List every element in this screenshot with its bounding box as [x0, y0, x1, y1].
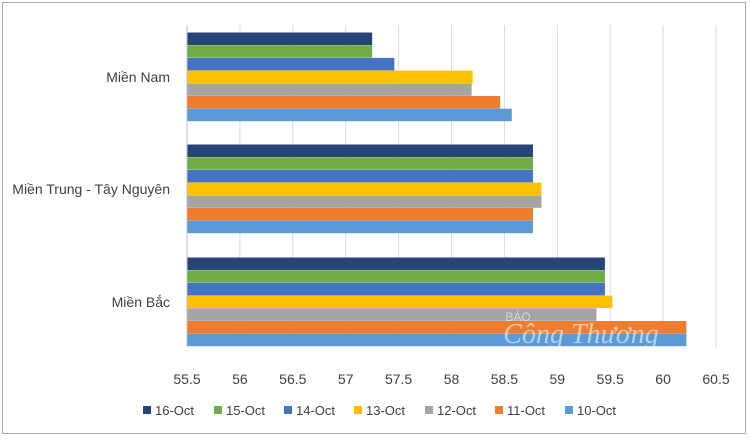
axes: 55.5 56 56.5 57 57.5 58 58.5 59 59.5 60 60.5 Miền N… — [12, 25, 730, 387]
bar — [187, 96, 501, 109]
chart-frame: 55.5 56 56.5 57 57.5 58 58.5 59 59.5 60 60.5 Miền N… — [2, 2, 746, 434]
bar — [187, 157, 533, 170]
bar — [187, 333, 687, 347]
legend-swatch — [425, 406, 433, 414]
x-tick-label: 59 — [550, 371, 566, 387]
x-tick-label: 58 — [444, 371, 460, 387]
bar — [187, 282, 605, 296]
bar — [187, 144, 533, 157]
legend-label: 10-Oct — [577, 403, 616, 418]
legend-label: 12-Oct — [437, 403, 476, 418]
x-tick-label: 57.5 — [385, 371, 412, 387]
x-tick-label: 59.5 — [597, 371, 624, 387]
x-tick-label: 55.5 — [173, 371, 200, 387]
watermark-line2: Công Thương — [503, 319, 658, 350]
legend-label: 13-Oct — [366, 403, 405, 418]
bar — [187, 70, 473, 84]
bar — [187, 169, 533, 183]
category-label: Miền Bắc — [112, 294, 170, 310]
legend-swatch — [495, 406, 503, 414]
legend-swatch — [284, 406, 292, 414]
bar — [187, 182, 542, 196]
bar — [187, 108, 512, 122]
watermark-line1: BÁO — [505, 309, 530, 324]
bar-chart: 55.5 56 56.5 57 57.5 58 58.5 59 59.5 60 60.5 Miền N… — [12, 25, 730, 418]
x-tick-label: 56 — [232, 371, 248, 387]
bar — [187, 208, 533, 221]
legend: 16-Oct 15-Oct 14-Oct 13-Oct 12-Oct 11-Oct 10-O… — [143, 403, 616, 418]
bar — [187, 270, 605, 283]
x-tick-label: 58.5 — [491, 371, 518, 387]
category-label: Miền Trung - Tây Nguyên — [12, 181, 170, 197]
legend-label: 15-Oct — [226, 403, 265, 418]
bar — [187, 195, 542, 208]
legend-label: 11-Oct — [507, 403, 545, 418]
legend-swatch — [143, 406, 151, 414]
bar — [187, 308, 597, 321]
x-tick-label: 56.5 — [279, 371, 306, 387]
bar — [187, 32, 373, 45]
category-label: Miền Nam — [106, 69, 170, 85]
bars — [187, 32, 687, 347]
bar — [187, 295, 613, 309]
legend-swatch — [214, 406, 222, 414]
bar — [187, 57, 395, 71]
bar — [187, 257, 605, 270]
x-tick-label: 60.5 — [702, 371, 729, 387]
x-tick-label: 60 — [655, 371, 671, 387]
legend-label: 14-Oct — [296, 403, 335, 418]
bar — [187, 83, 472, 96]
legend-swatch — [354, 406, 362, 414]
legend-label: 16-Oct — [155, 403, 194, 418]
x-tick-label: 57 — [338, 371, 354, 387]
legend-swatch — [565, 406, 573, 414]
watermark-logo: BÁO Công Thương — [503, 309, 658, 350]
bar — [187, 321, 687, 334]
bar — [187, 45, 373, 58]
bar — [187, 220, 533, 234]
